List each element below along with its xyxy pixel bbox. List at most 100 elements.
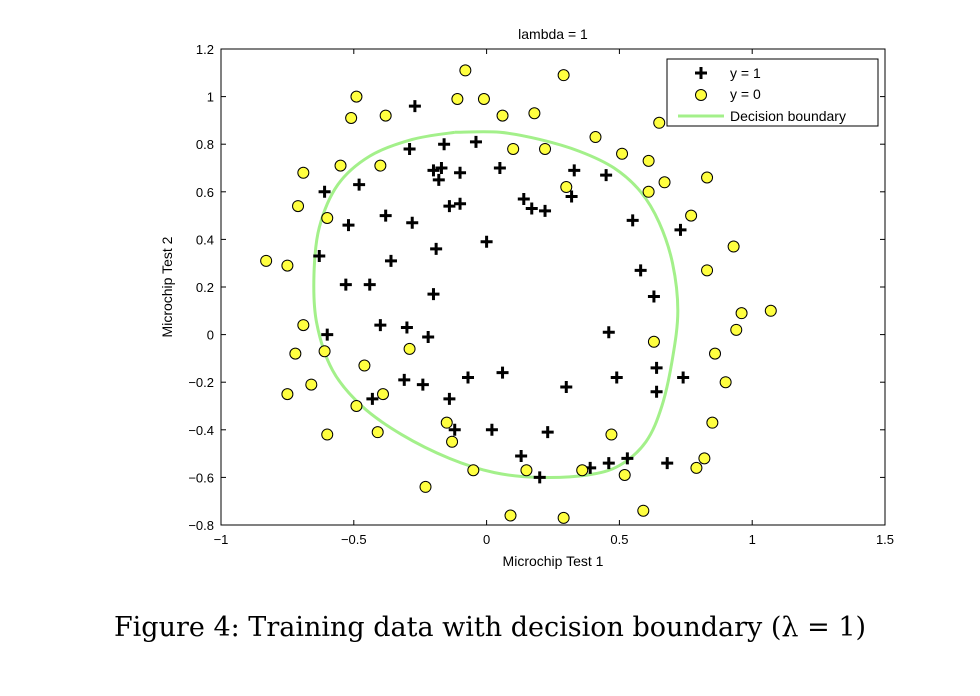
- negative-point: [305, 378, 318, 391]
- y-tick-label: 0.8: [196, 137, 214, 152]
- positive-point: [384, 254, 397, 267]
- negative-point: [374, 159, 387, 172]
- positive-point: [339, 278, 352, 291]
- positive-point: [568, 164, 581, 177]
- negative-point: [507, 142, 520, 155]
- positive-point: [634, 264, 647, 277]
- positive-point: [398, 373, 411, 386]
- x-tick-label: 1: [749, 532, 756, 547]
- negative-point: [685, 209, 698, 222]
- negative-point: [637, 504, 650, 517]
- positive-point: [454, 197, 467, 210]
- x-axis-label: Microchip Test 1: [503, 553, 604, 569]
- negative-point: [289, 347, 302, 360]
- negative-point: [350, 90, 363, 103]
- negative-point: [719, 376, 732, 389]
- positive-point: [541, 426, 554, 439]
- positive-point: [493, 162, 506, 174]
- negative-series: [260, 64, 777, 524]
- negative-point: [377, 388, 390, 401]
- x-tick-label: 0: [483, 532, 490, 547]
- positive-point: [647, 290, 660, 303]
- y-tick-label: 0: [207, 328, 214, 343]
- negative-point: [709, 347, 722, 360]
- negative-point: [440, 416, 453, 429]
- y-tick-label: 0.2: [196, 280, 214, 295]
- negative-point: [605, 428, 618, 441]
- legend-entry-negative: y = 0: [730, 86, 761, 102]
- positive-point: [560, 380, 573, 393]
- positive-point: [539, 204, 552, 217]
- y-tick-label: 1: [207, 90, 214, 105]
- legend: y = 1 y = 0 Decision boundary: [666, 58, 879, 127]
- negative-point: [321, 211, 334, 224]
- negative-point: [528, 107, 541, 120]
- negative-point: [379, 109, 392, 122]
- negative-point: [557, 69, 570, 82]
- negative-point: [520, 464, 533, 477]
- decision-boundary-series: [312, 130, 680, 479]
- decision-boundary-line: [312, 130, 680, 479]
- positive-point: [443, 200, 456, 213]
- positive-point: [469, 135, 482, 148]
- negative-point: [292, 200, 305, 213]
- plot-frame: [220, 48, 886, 526]
- negative-point: [371, 426, 384, 439]
- positive-point: [443, 392, 456, 405]
- positive-point: [525, 202, 538, 215]
- negative-point: [735, 307, 748, 320]
- negative-point: [642, 185, 655, 198]
- x-tick-label: −0.5: [341, 532, 367, 547]
- positive-point: [313, 250, 326, 263]
- chart-title: lambda = 1: [518, 26, 588, 42]
- negative-point: [701, 264, 714, 277]
- positive-point: [600, 169, 613, 182]
- figure-caption: Figure 4: Training data with decision bo…: [113, 612, 867, 643]
- positive-point: [621, 452, 634, 465]
- positive-point: [438, 138, 451, 151]
- negative-point: [701, 171, 714, 184]
- positive-point: [366, 392, 379, 405]
- positive-point: [342, 219, 355, 232]
- negative-point: [419, 480, 432, 493]
- negative-point: [557, 511, 570, 524]
- positive-point: [374, 319, 387, 332]
- positive-point: [454, 166, 467, 179]
- positive-point: [565, 190, 578, 203]
- negative-point: [358, 359, 371, 372]
- positive-point: [674, 223, 687, 236]
- negative-point: [764, 304, 777, 317]
- y-tick-label: −0.4: [188, 423, 214, 438]
- legend-circle-marker: [695, 89, 707, 101]
- positive-point: [610, 371, 623, 384]
- negative-point: [477, 92, 490, 105]
- negative-point: [297, 319, 310, 332]
- positive-point: [485, 423, 498, 436]
- negative-point: [658, 176, 671, 189]
- negative-point: [350, 400, 363, 412]
- positive-point: [432, 173, 445, 186]
- negative-point: [618, 469, 631, 482]
- negative-point: [446, 435, 459, 448]
- positive-point: [650, 385, 663, 398]
- negative-point: [297, 166, 310, 179]
- positive-point: [422, 330, 435, 343]
- positive-point: [677, 371, 690, 384]
- positive-point: [462, 371, 475, 384]
- x-tick-label: −1: [214, 532, 229, 547]
- positive-point: [626, 214, 639, 227]
- negative-point: [504, 509, 517, 522]
- positive-point: [427, 164, 440, 177]
- negative-point: [642, 154, 655, 167]
- positive-point: [496, 366, 509, 379]
- chart: −1 −0.5 0 0.5 1 1.5 −0.8 −0.6 −0.4 −0.2 0 0.2 0.4 0.…: [159, 26, 894, 569]
- negative-point: [589, 131, 602, 144]
- negative-point: [318, 345, 331, 358]
- legend-plus-marker: [695, 67, 707, 79]
- x-axis: −1 −0.5 0 0.5 1 1.5: [214, 49, 894, 547]
- positive-point: [379, 209, 392, 222]
- negative-point: [260, 254, 273, 267]
- y-tick-label: 0.6: [196, 185, 214, 200]
- positive-point: [400, 321, 413, 334]
- positive-point: [602, 457, 615, 470]
